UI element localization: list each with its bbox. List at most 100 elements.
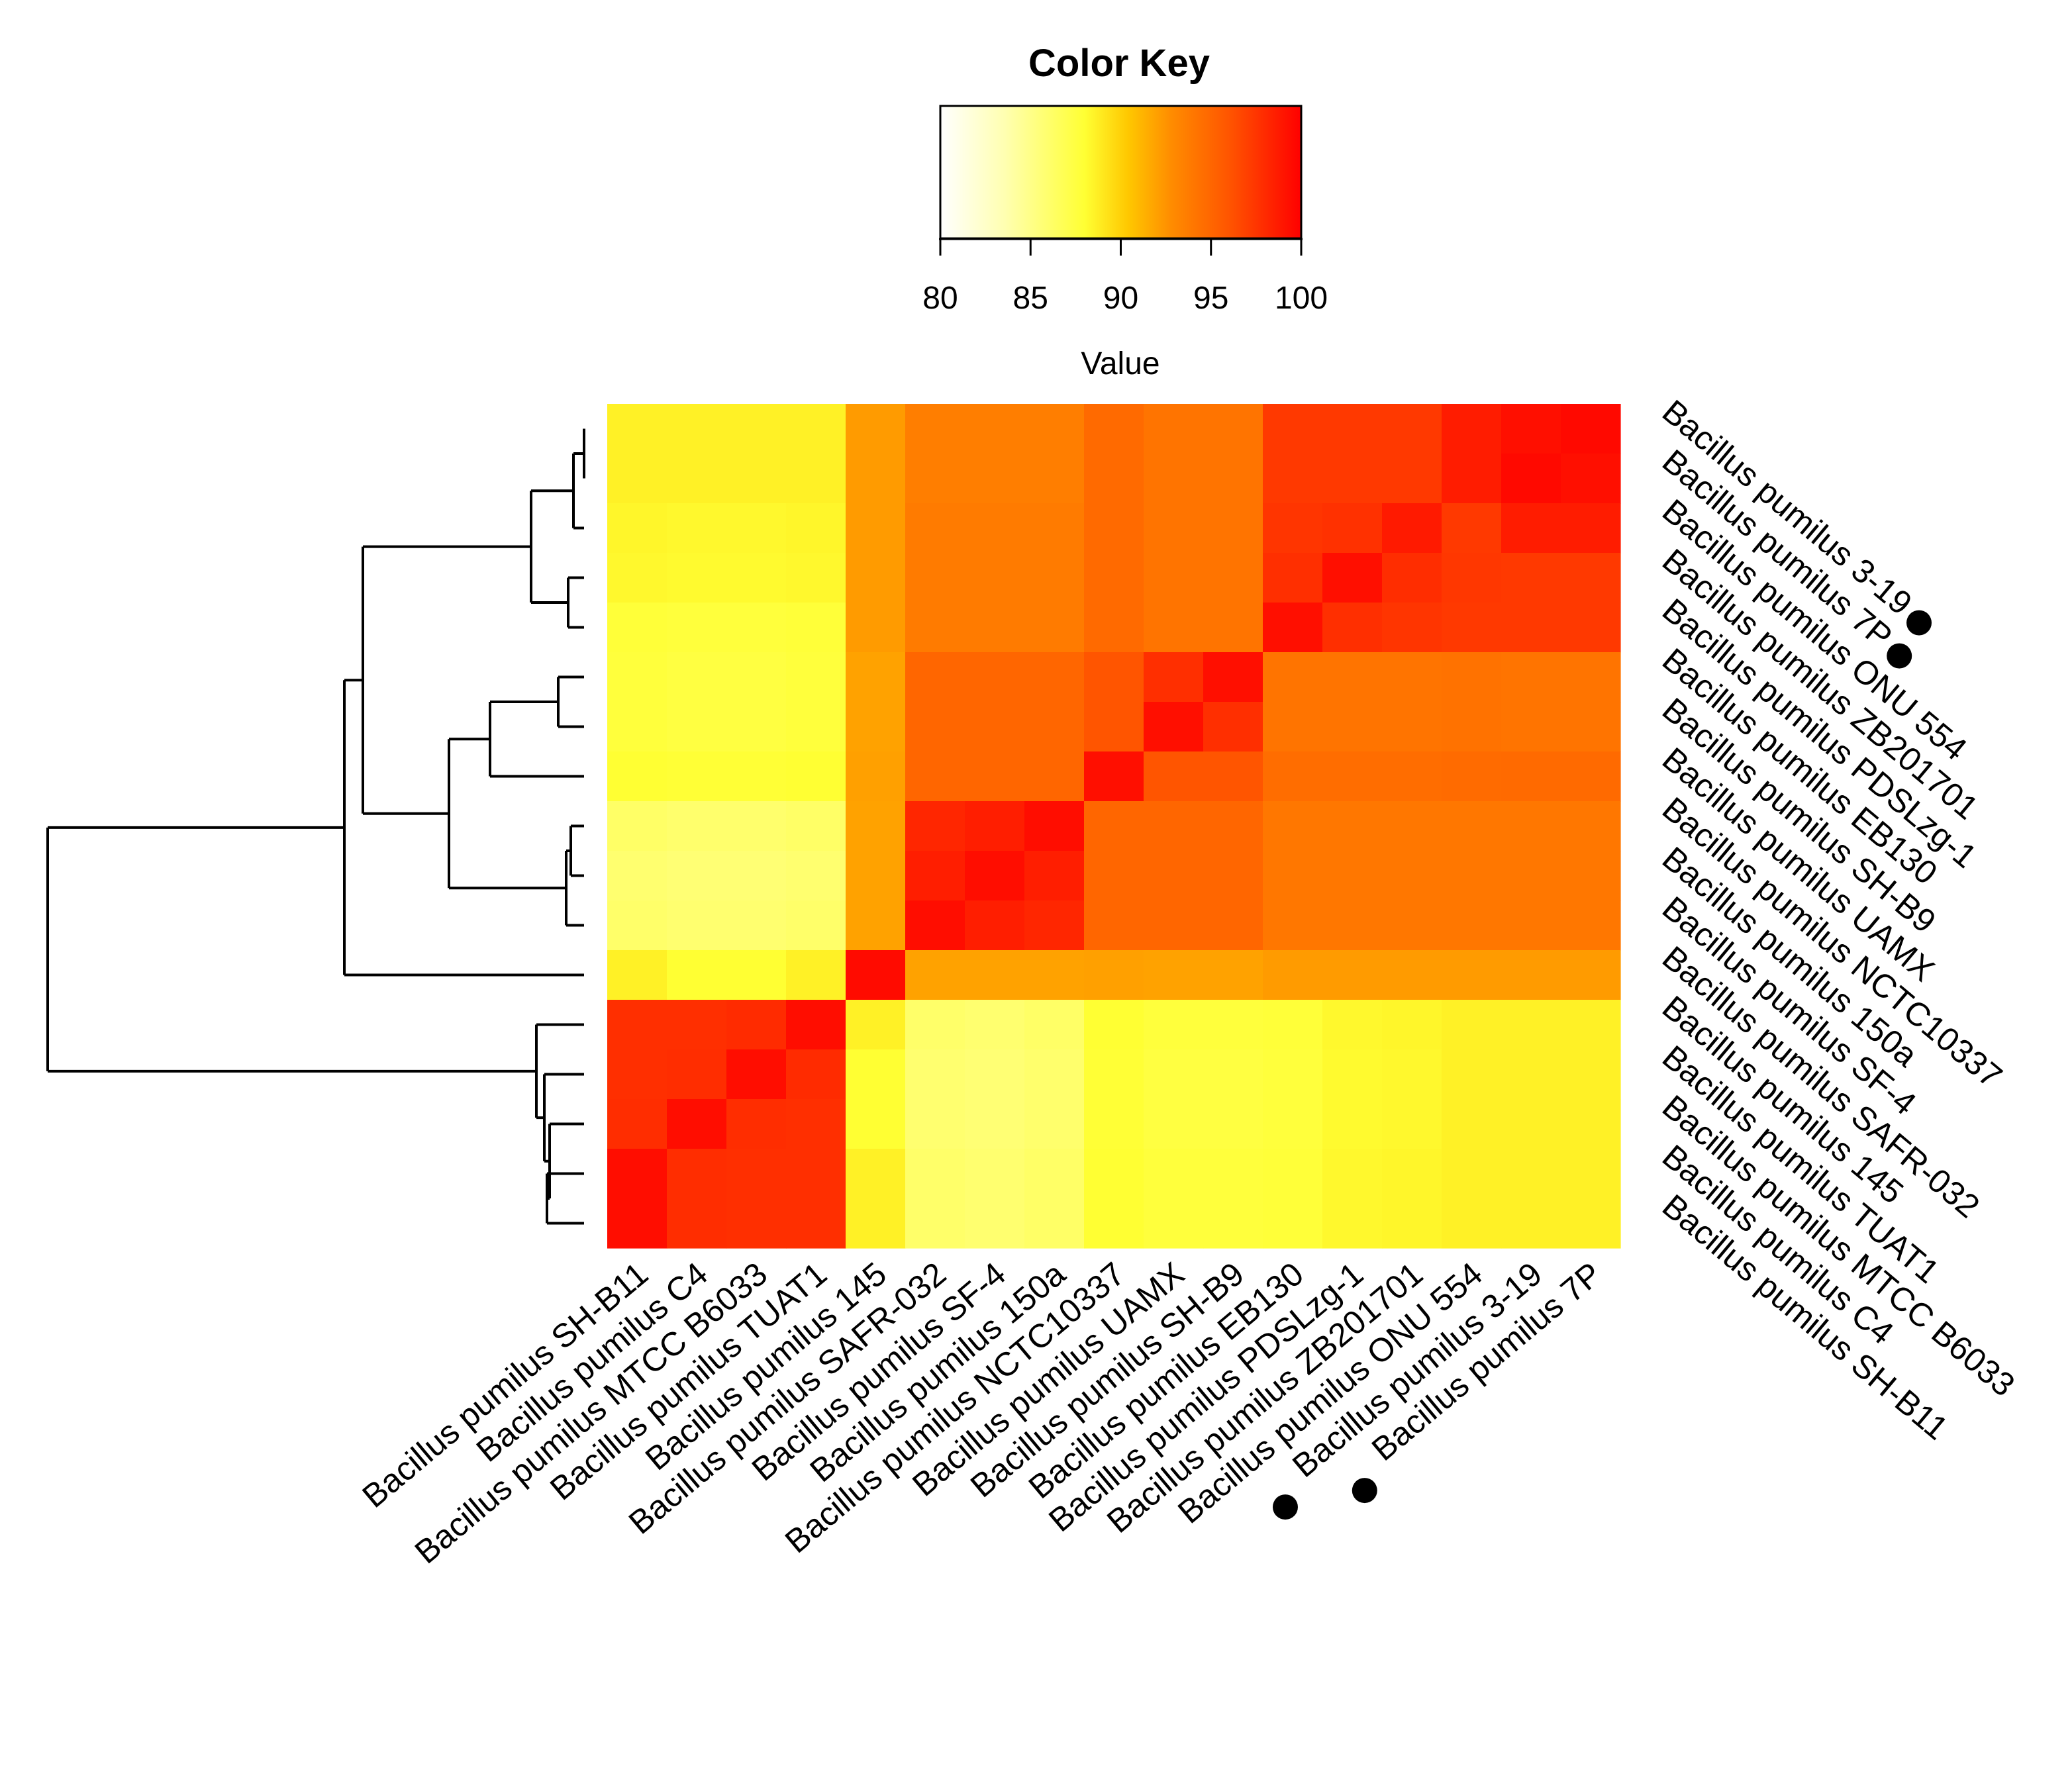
heatmap-cell [1024, 751, 1085, 802]
heatmap-cell [905, 702, 965, 752]
heatmap-cell [1382, 1198, 1442, 1249]
heatmap-cell [1084, 702, 1144, 752]
heatmap-cell [905, 603, 965, 653]
color-key-tick-label: 95 [1193, 281, 1228, 316]
heatmap-cell [607, 454, 667, 504]
heatmap-cell [1322, 652, 1383, 702]
heatmap-cell [667, 652, 727, 702]
heatmap-cell [1442, 404, 1502, 454]
heatmap-cell [1501, 603, 1561, 653]
heatmap-cell [1263, 900, 1323, 951]
heatmap-cell [1382, 1049, 1442, 1100]
heatmap-cell [667, 1149, 727, 1199]
heatmap-cell [905, 1000, 965, 1050]
heatmap-cell [965, 702, 1025, 752]
heatmap-cell [1084, 1198, 1144, 1249]
heatmap-cell [905, 751, 965, 802]
heatmap-cell [1203, 900, 1263, 951]
heatmap-cell [1203, 851, 1263, 901]
heatmap-cell [905, 454, 965, 504]
heatmap-cell [667, 1049, 727, 1100]
heatmap-cell [1203, 950, 1263, 1000]
heatmap-cell [1203, 404, 1263, 454]
heatmap-cell [726, 603, 787, 653]
heatmap-cell [1203, 1149, 1263, 1199]
heatmap-cell [1084, 1049, 1144, 1100]
heatmap-cell [1203, 1099, 1263, 1149]
heatmap-cell [1561, 454, 1621, 504]
heatmap-cell [846, 553, 906, 603]
heatmap-cell [1084, 801, 1144, 851]
heatmap-cell [1263, 404, 1323, 454]
heatmap-cell [1382, 404, 1442, 454]
heatmap-cell [905, 652, 965, 702]
heatmap-cell [1203, 603, 1263, 653]
heatmap-cell [1322, 1149, 1383, 1199]
heatmap-cell [965, 751, 1025, 802]
marked-strain-dot [1887, 643, 1912, 669]
color-key-tick-label: 85 [1013, 281, 1048, 316]
heatmap-cell [905, 851, 965, 901]
heatmap-cell [965, 1099, 1025, 1149]
heatmap-cell [846, 851, 906, 901]
heatmap-cell [1442, 652, 1502, 702]
heatmap-cell [1084, 1099, 1144, 1149]
heatmap-cell [1561, 851, 1621, 901]
heatmap-cell [1263, 454, 1323, 504]
heatmap-cell [1322, 950, 1383, 1000]
heatmap-cell [1263, 950, 1323, 1000]
heatmap-cell [1263, 1099, 1323, 1149]
heatmap-cell [1203, 751, 1263, 802]
heatmap-cell [1561, 751, 1621, 802]
heatmap-cell [1144, 1049, 1204, 1100]
heatmap-cell [1382, 1149, 1442, 1199]
heatmap-cell [607, 1049, 667, 1100]
heatmap-cell [965, 1149, 1025, 1199]
heatmap-cell [726, 1149, 787, 1199]
heatmap-cell [1144, 503, 1204, 554]
heatmap-cell [1322, 1049, 1383, 1100]
heatmap-cell [1263, 1149, 1323, 1199]
heatmap-cell [1024, 454, 1085, 504]
heatmap-cell [1322, 751, 1383, 802]
heatmap-cell [1322, 702, 1383, 752]
color-key-tick-label: 90 [1103, 281, 1138, 316]
heatmap-cell [905, 801, 965, 851]
marked-strain-dot [1906, 610, 1932, 636]
heatmap-cell [786, 454, 846, 504]
heatmap-cell [846, 702, 906, 752]
heatmap-cell [1561, 801, 1621, 851]
heatmap-cell [667, 454, 727, 504]
heatmap-cell [1024, 553, 1085, 603]
heatmap-cell [1442, 503, 1502, 554]
heatmap-cell [1024, 950, 1085, 1000]
heatmap-cell [1501, 1049, 1561, 1100]
heatmap-cell [1144, 1198, 1204, 1249]
heatmap-cell [846, 1000, 906, 1050]
heatmap-cell [1501, 851, 1561, 901]
heatmap-cell [1382, 454, 1442, 504]
heatmap-cell [786, 801, 846, 851]
heatmap-cell [1442, 553, 1502, 603]
heatmap-cell [1024, 1198, 1085, 1249]
heatmap-cell [846, 503, 906, 554]
heatmap-cell [726, 900, 787, 951]
heatmap-cell [1442, 1049, 1502, 1100]
heatmap-cell [846, 1149, 906, 1199]
heatmap-cell [1501, 1000, 1561, 1050]
heatmap-cell [1382, 801, 1442, 851]
heatmap-cell [1442, 851, 1502, 901]
heatmap-cell [846, 404, 906, 454]
heatmap-cell [905, 950, 965, 1000]
heatmap-cell [905, 1149, 965, 1199]
heatmap-cell [846, 1049, 906, 1100]
heatmap-cell [1561, 900, 1621, 951]
heatmap-cell [1084, 1149, 1144, 1199]
heatmap-cell [786, 1000, 846, 1050]
heatmap-cell [1084, 503, 1144, 554]
heatmap-cell [846, 652, 906, 702]
heatmap-cell [1024, 801, 1085, 851]
heatmap-cell [1263, 1000, 1323, 1050]
heatmap-cell [1322, 603, 1383, 653]
